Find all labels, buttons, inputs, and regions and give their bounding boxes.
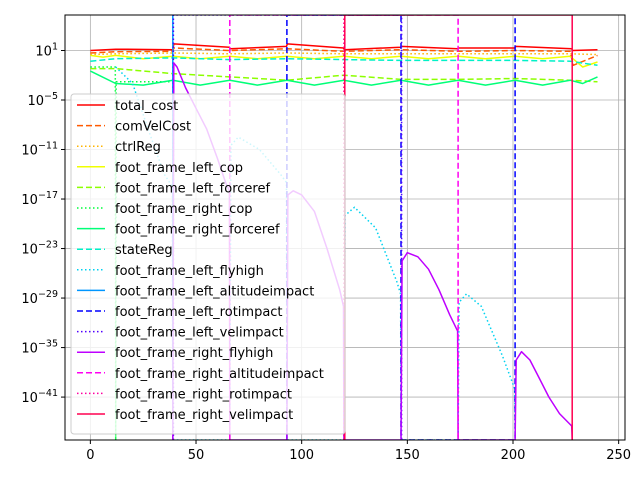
x-tick-label: 150 [395, 448, 420, 463]
series-line-foot-frame-left-rotimpact [286, 15, 516, 440]
legend-label: foot_frame_left_forceref [115, 181, 270, 196]
legend-label: foot_frame_right_rotimpact [115, 387, 292, 402]
y-tick-base: 10 [21, 292, 38, 307]
x-tick-label: 50 [188, 448, 205, 463]
y-tick-exponent: −23 [38, 240, 58, 251]
legend-label: ctrlReg [115, 140, 161, 155]
x-axis: 0 50 100 150 200 250 [86, 440, 631, 463]
series-line-foot-frame-left-cop [90, 54, 598, 68]
series-line-foot-frame-left-rotimpact [90, 66, 173, 440]
legend-label: foot_frame_left_rotimpact [115, 305, 283, 320]
y-tick-label: 10−41 [21, 388, 58, 406]
y-tick-base: 10 [27, 94, 44, 109]
y-tick-exponent: −11 [38, 141, 58, 152]
legend-label: foot_frame_right_velimpact [115, 408, 293, 423]
legend-label: foot_frame_right_forceref [115, 223, 280, 238]
legend-label: total_cost [115, 99, 178, 114]
y-tick-label: 101 [35, 41, 58, 59]
y-tick-exponent: −29 [38, 289, 58, 300]
y-tick-label: 10−17 [21, 190, 58, 208]
legend-label: foot_frame_left_cop [115, 161, 243, 176]
legend-label: foot_frame_right_altitudeimpact [115, 367, 324, 382]
legend-label: foot_frame_left_flyhigh [115, 264, 264, 279]
x-tick-label: 0 [86, 448, 94, 463]
y-tick-label: 10−11 [21, 141, 58, 159]
y-tick-base: 10 [21, 342, 38, 357]
legend-label: foot_frame_left_altitudeimpact [115, 284, 314, 299]
y-tick-base: 10 [35, 44, 52, 59]
plot-frame [64, 14, 626, 441]
y-tick-exponent: 1 [52, 41, 58, 52]
y-tick-base: 10 [21, 144, 38, 159]
y-tick-exponent: −41 [38, 388, 58, 399]
legend-box [70, 93, 346, 435]
series-line-foot-frame-right-forceref [90, 70, 598, 86]
legend-label: foot_frame_right_flyhigh [115, 346, 273, 361]
x-tick-label: 100 [289, 448, 314, 463]
legend: total_cost comVelCost ctrlReg foot_frame_le… [70, 93, 346, 435]
y-tick-exponent: −5 [44, 91, 58, 102]
y-tick-base: 10 [21, 391, 38, 406]
x-tick-label: 200 [501, 448, 526, 463]
y-tick-label: 10−5 [27, 91, 58, 109]
legend-label: stateReg [115, 243, 173, 258]
y-tick-exponent: −17 [38, 190, 58, 201]
x-tick-label: 250 [606, 448, 631, 463]
y-tick-label: 10−29 [21, 289, 58, 307]
legend-label: foot_frame_left_velimpact [115, 326, 284, 341]
y-tick-label: 10−23 [21, 240, 58, 258]
y-tick-base: 10 [21, 193, 38, 208]
y-tick-base: 10 [21, 243, 38, 258]
legend-label: foot_frame_right_cop [115, 202, 253, 217]
y-tick-label: 10−35 [21, 339, 58, 357]
legend-label: comVelCost [115, 120, 191, 135]
y-tick-exponent: −35 [38, 339, 58, 350]
